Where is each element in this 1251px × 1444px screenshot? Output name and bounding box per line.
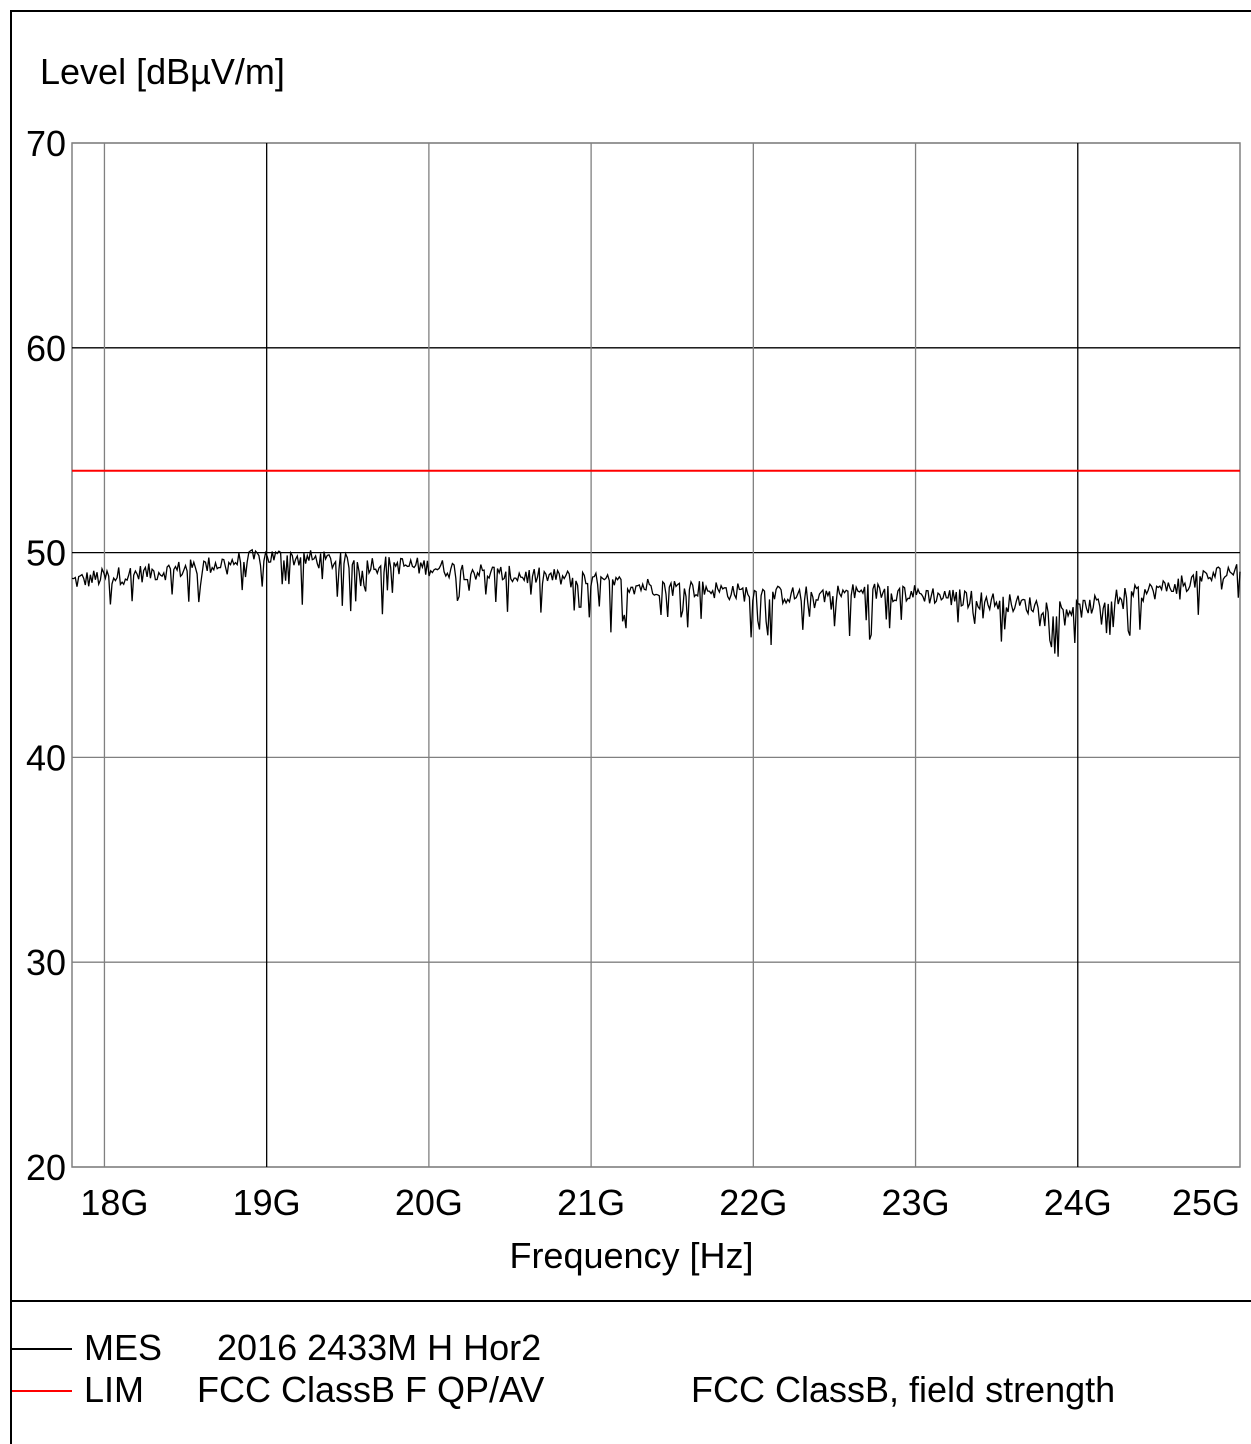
grid-layer [71,142,1241,1168]
y-tick-label: 60 [26,328,66,369]
series-layer [71,469,1241,657]
legend-swatch-lim [12,1390,72,1392]
legend-swatch-mes [12,1348,72,1350]
legend-separator [10,1300,1251,1302]
x-axis-label: Frequency [Hz] [509,1235,754,1276]
chart-frame [10,10,1251,1444]
x-tick-label: 19G [233,1182,301,1223]
legend-name-lim: FCC ClassB F QP/AV [197,1369,545,1410]
y-tick-label: 20 [26,1147,66,1188]
x-tick-label: 24G [1044,1182,1112,1223]
y-tick-label: 30 [26,942,66,983]
y-tick-label: 40 [26,737,66,778]
legend-description-lim: FCC ClassB, field strength [691,1369,1116,1410]
x-tick-label: 23G [882,1182,950,1223]
legend-code-mes: MES [84,1327,163,1368]
chart-plot: 20 30 40 50 60 70 18G 19G 20G 21G 22G 23G 24G 25G [26,123,1241,1223]
x-tick-label: 25G [1172,1182,1240,1223]
tick-layer: 20 30 40 50 60 70 18G 19G 20G 21G 22G 23G 24G 25G [26,123,1240,1223]
y-tick-label: 50 [26,533,66,574]
legend-code-lim: LIM [84,1369,145,1410]
y-tick-label: 70 [26,123,66,164]
x-tick-label: 18G [80,1182,148,1223]
legend-name-mes: 2016 2433M H Hor2 [217,1327,542,1368]
series-line-mes [71,548,1241,657]
plot-area-border [71,142,1241,1168]
y-axis-label: Level [dBµV/m] [40,51,285,92]
x-tick-label: 22G [719,1182,787,1223]
x-tick-label: 20G [395,1182,463,1223]
legend-entry-mes: MES 2016 2433M H Hor2 [10,1328,1251,1368]
legend-entry-lim: LIM FCC ClassB F QP/AV FCC ClassB, field… [10,1370,1251,1410]
x-tick-label: 21G [557,1182,625,1223]
